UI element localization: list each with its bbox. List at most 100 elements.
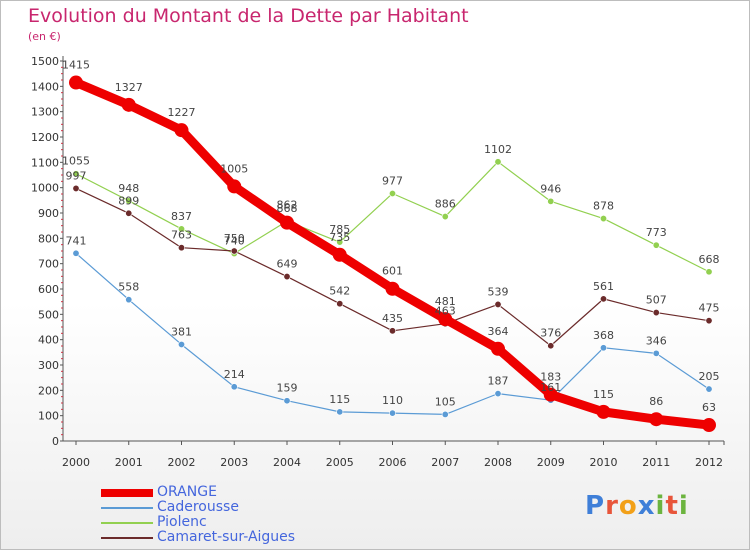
data-label: 1327 [115,81,143,94]
data-point [388,327,396,335]
logo-letter: t [665,491,679,521]
data-point [283,273,291,281]
data-point [441,213,449,221]
data-label: 63 [702,401,716,414]
data-point [599,215,607,223]
data-point [385,281,400,296]
x-tick-label: 2007 [431,456,459,469]
data-label: 741 [66,234,87,247]
data-point [178,340,186,348]
data-label: 463 [435,305,456,318]
data-label: 507 [646,294,667,307]
data-label: 785 [329,223,350,236]
data-point [227,179,242,194]
data-point [72,249,80,257]
data-label: 539 [488,285,509,298]
data-label: 161 [540,381,561,394]
data-point [336,238,344,246]
legend-swatch [101,507,153,509]
y-tick-label: 300 [38,359,59,372]
data-label: 740 [224,235,245,248]
data-point [652,309,660,317]
x-tick-label: 2009 [537,456,565,469]
series-line-orange [71,78,714,430]
x-tick-label: 2001 [115,456,143,469]
logo-letter: i [655,491,666,521]
data-label: 668 [699,253,720,266]
data-point [494,300,502,308]
data-label: 183 [540,371,561,384]
data-point [438,312,453,327]
data-label: 948 [118,182,139,195]
data-point [280,215,294,230]
data-point [125,209,133,217]
legend-swatch [101,537,153,539]
data-point [491,341,505,356]
data-point [649,412,664,427]
data-point [121,97,136,112]
data-label: 601 [382,265,403,278]
data-label: 115 [329,393,350,406]
data-point [652,349,660,357]
legend-label: Piolenc [157,514,207,530]
data-point [702,418,716,433]
y-tick-label: 700 [38,258,59,271]
data-point [125,197,133,205]
data-point [178,225,186,233]
data-point [441,410,449,418]
data-point [283,397,291,405]
data-point [652,241,660,249]
data-point [543,387,558,402]
data-point [230,247,238,255]
data-label: 376 [540,327,561,340]
data-point [705,268,713,276]
data-label: 997 [66,169,87,182]
x-tick-label: 2006 [379,456,407,469]
data-point [388,409,396,417]
data-point [596,404,611,419]
data-point [705,317,713,325]
data-label: 1227 [168,106,196,119]
data-point [547,342,555,350]
line-chart: 0 100 200 300 400 500 600 700 800 900 1000 1100 1200… [31,55,725,469]
data-labels: 741 558 381 214 159 115 110 105 187 161 368 346 205 1… [62,59,720,415]
data-point [69,75,83,90]
logo-letter: P [585,491,606,521]
data-label: 187 [488,375,509,388]
data-label: 1102 [484,143,512,156]
data-label: 561 [593,280,614,293]
logo-letter: i [678,491,689,521]
y-tick-label: 1000 [31,182,59,195]
data-point [705,385,713,393]
series-layer [69,75,716,433]
data-label: 435 [382,312,403,325]
data-label: 115 [593,388,614,401]
y-tick-label: 1100 [31,156,59,169]
data-label: 86 [649,395,663,408]
x-tick-label: 2010 [590,456,618,469]
data-label: 773 [646,226,667,239]
data-label: 346 [646,334,667,347]
y-tick-label: 600 [38,283,59,296]
chart-title: Evolution du Montant de la Dette par Hab… [28,5,469,27]
proxiti-logo: Proxiti [585,491,689,521]
data-point [336,300,344,308]
chart-subtitle: (en €) [28,30,61,43]
data-label: 159 [277,382,298,395]
legend-swatch [101,522,153,524]
data-label: 977 [382,174,403,187]
data-point [125,296,133,304]
data-point [72,184,80,192]
data-point [547,197,555,205]
x-tick-label: 2003 [220,456,248,469]
data-label: 649 [277,258,298,271]
logo-letter: x [637,491,656,521]
data-point [72,170,80,178]
data-label: 364 [488,325,509,338]
data-label: 381 [171,325,192,338]
data-label: 1415 [62,59,90,72]
data-point [599,344,607,352]
data-label: 735 [329,231,350,244]
data-label: 475 [699,302,720,315]
